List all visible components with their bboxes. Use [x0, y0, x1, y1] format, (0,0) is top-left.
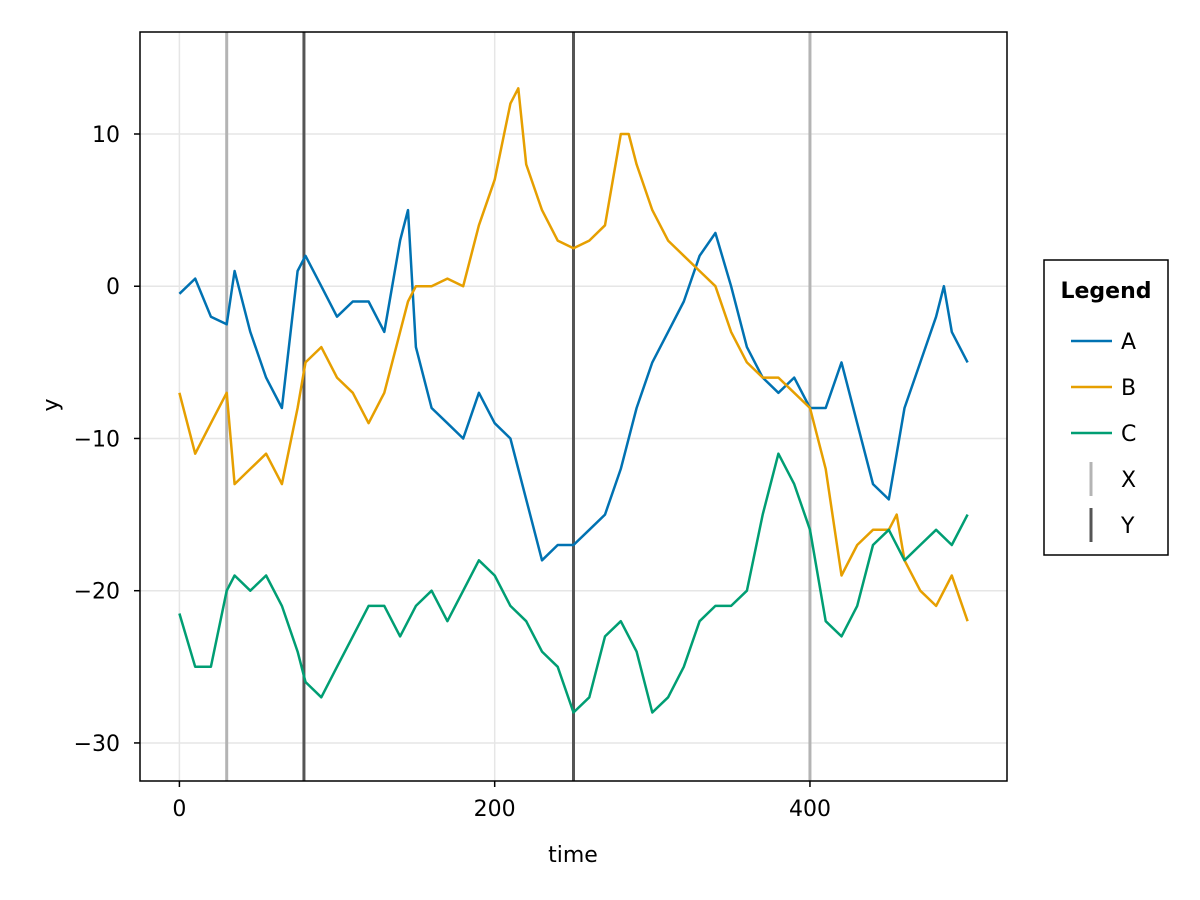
legend-label-c: C [1121, 422, 1136, 447]
x-tick-label: 0 [172, 797, 186, 822]
series-b-line [178, 87, 969, 622]
y-tick-label: 10 [92, 123, 120, 148]
vertical-lines [225, 32, 812, 781]
y-tick-label: 0 [106, 275, 120, 300]
series-c-line [178, 452, 969, 714]
series-a-line [178, 208, 969, 562]
plot-frame [139, 31, 1008, 782]
legend-label-x: X [1121, 468, 1136, 493]
x-tick-label: 400 [789, 797, 831, 822]
legend-box [1043, 259, 1169, 556]
y-tick-label: −20 [74, 580, 120, 605]
legend-label-a: A [1121, 330, 1136, 355]
y-tick-label: −30 [74, 732, 120, 757]
series-lines [178, 87, 969, 714]
y-axis-label: y [39, 398, 64, 411]
y-axis-ticks: 10 0 −10 −20 −30 [74, 123, 140, 757]
x-axis-ticks: 0 200 400 [172, 781, 831, 822]
y-tick-label: −10 [74, 427, 120, 452]
legend-label-y: Y [1120, 514, 1135, 539]
legend-label-b: B [1121, 376, 1136, 401]
legend-title: Legend [1060, 279, 1151, 304]
x-axis-label: time [548, 843, 598, 868]
x-tick-label: 200 [474, 797, 516, 822]
